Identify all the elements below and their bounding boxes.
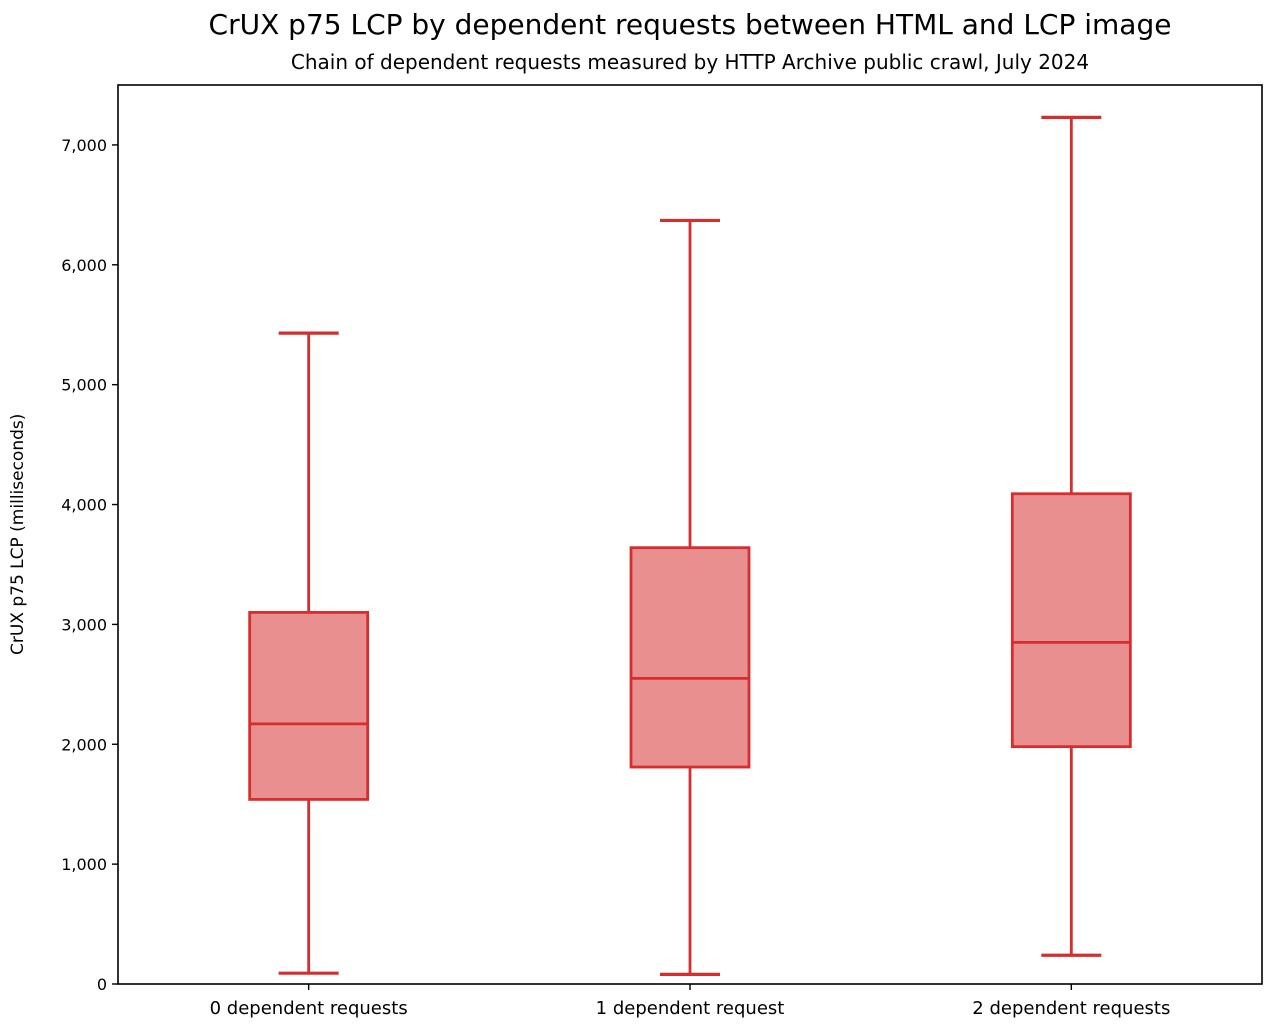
y-tick-label: 6,000	[61, 256, 107, 275]
iqr-box	[248, 611, 370, 801]
y-tick-label: 7,000	[61, 136, 107, 155]
chart-subtitle: Chain of dependent requests measured by …	[290, 50, 1090, 74]
y-tick-label: 5,000	[61, 376, 107, 395]
iqr-box	[629, 546, 751, 769]
x-tick-label: 0 dependent requests	[210, 998, 408, 1019]
x-tick-label: 1 dependent request	[596, 998, 785, 1019]
y-tick-label: 2,000	[61, 735, 107, 754]
chart-title: CrUX p75 LCP by dependent requests betwe…	[208, 8, 1172, 41]
iqr-box	[1010, 492, 1132, 749]
y-tick-label: 1,000	[61, 855, 107, 874]
y-tick-label: 3,000	[61, 615, 107, 634]
y-tick-label: 0	[97, 975, 107, 994]
y-tick-label: 4,000	[61, 496, 107, 515]
x-tick-label: 2 dependent requests	[972, 998, 1170, 1019]
